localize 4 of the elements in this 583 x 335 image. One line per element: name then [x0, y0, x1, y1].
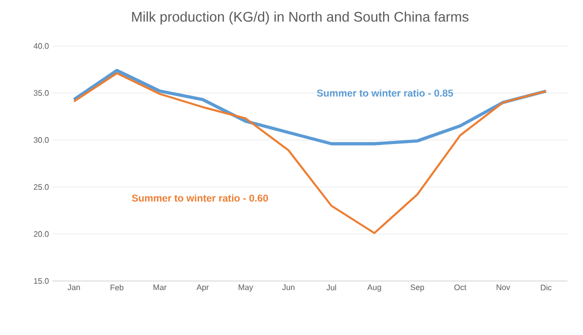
annotation: Summer to winter ratio - 0.85: [316, 89, 454, 97]
line-series: [72, 72, 548, 234]
annotation: Summer to winter ratio - 0.60: [132, 194, 268, 202]
chart-title: Milk production (KG/d) in North and South China farms: [132, 11, 468, 24]
